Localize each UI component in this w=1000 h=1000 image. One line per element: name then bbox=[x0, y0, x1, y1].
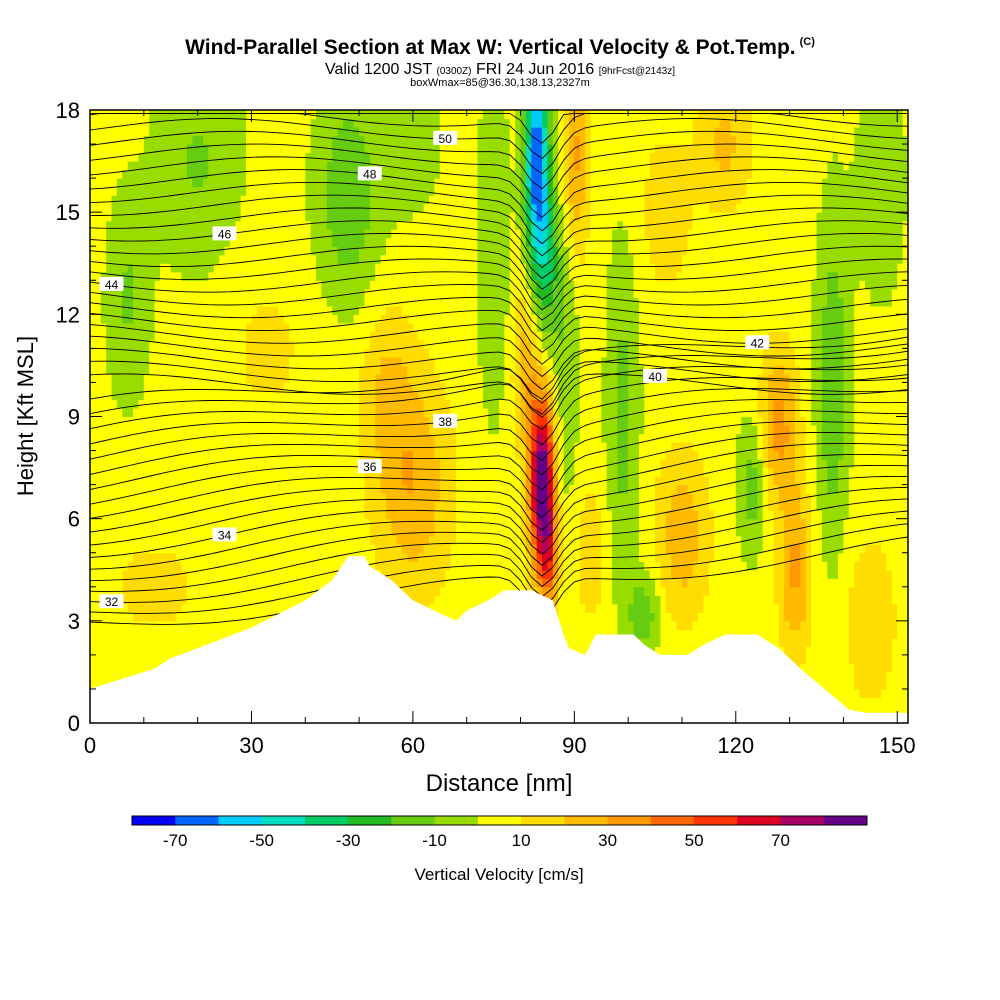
y-axis-label: Height [Kft MSL] bbox=[13, 336, 38, 496]
theta-contour bbox=[90, 498, 908, 592]
y-tick-label: 0 bbox=[68, 711, 80, 736]
terrain-mask bbox=[90, 556, 908, 723]
potential-temperature-contours: 32 34 36 38 40 42 44 46 48 50 bbox=[90, 112, 908, 625]
theta-contour-label: 38 bbox=[433, 413, 458, 429]
theta-contour bbox=[90, 194, 908, 257]
colorbar-swatch bbox=[434, 816, 479, 825]
theta-contour bbox=[90, 350, 908, 415]
colorbar-swatch bbox=[650, 816, 695, 825]
y-tick-label: 3 bbox=[68, 609, 80, 634]
colorbar-swatch bbox=[391, 816, 436, 825]
theta-contour-label: 32 bbox=[99, 594, 124, 609]
colorbar-swatch bbox=[304, 816, 349, 825]
y-tick-label: 12 bbox=[56, 302, 80, 327]
theta-contour bbox=[90, 360, 908, 404]
colorbar-swatch bbox=[823, 816, 868, 825]
colorbar-swatch bbox=[694, 816, 738, 825]
colorbar-swatch bbox=[780, 816, 825, 825]
colorbar-tick-label: 70 bbox=[771, 831, 790, 850]
theta-contour bbox=[90, 309, 908, 353]
theta-contour bbox=[90, 271, 908, 321]
colorbar-tick-label: -10 bbox=[422, 831, 447, 850]
y-tick-label: 6 bbox=[68, 507, 80, 532]
theta-contour bbox=[90, 486, 908, 581]
theta-contour bbox=[90, 510, 908, 603]
theta-contour bbox=[90, 143, 908, 204]
colorbar-tick-label: 30 bbox=[598, 831, 617, 850]
theta-contour-label: 44 bbox=[99, 276, 124, 292]
colorbar-swatch bbox=[261, 816, 306, 825]
theta-contour bbox=[90, 388, 908, 461]
theta-contour bbox=[90, 523, 908, 614]
theta-contour bbox=[90, 296, 908, 342]
theta-contour bbox=[90, 410, 908, 491]
theta-contour-label: 50 bbox=[433, 130, 458, 146]
colorbar: -70 -50 -30 -10 10 30 50 70 bbox=[131, 815, 868, 850]
theta-contour bbox=[90, 399, 908, 476]
colorbar-tick-label: 10 bbox=[512, 831, 531, 850]
theta-contour-label: 34 bbox=[212, 527, 237, 543]
theta-contour bbox=[90, 284, 908, 332]
theta-contour bbox=[90, 156, 908, 218]
colorbar-swatch bbox=[477, 816, 522, 825]
theta-contour bbox=[90, 347, 908, 391]
theta-contour-label: 48 bbox=[357, 166, 382, 181]
chart-subtitle: Valid 1200 JST (0300Z) FRI 24 Jun 2016 [… bbox=[325, 61, 675, 78]
theta-contour bbox=[90, 169, 908, 232]
theta-contour-label: 42 bbox=[745, 335, 770, 350]
colorbar-tick-label: 50 bbox=[685, 831, 704, 850]
colorbar-tick-label: -30 bbox=[336, 831, 361, 850]
x-tick-label: 0 bbox=[84, 733, 96, 758]
x-axis-label: Distance [nm] bbox=[426, 770, 573, 797]
chart-subtitle-detail: boxWmax=85@36.30,138.13,2327m bbox=[410, 77, 590, 89]
theta-contour bbox=[90, 373, 908, 418]
theta-contour bbox=[90, 475, 908, 570]
theta-contour-label: 36 bbox=[357, 459, 382, 474]
y-tick-label: 9 bbox=[68, 405, 80, 430]
x-tick-label: 90 bbox=[562, 733, 586, 758]
colorbar-swatch bbox=[348, 816, 392, 825]
x-tick-label: 60 bbox=[401, 733, 425, 758]
theta-contour bbox=[90, 233, 908, 290]
colorbar-swatch bbox=[607, 816, 652, 825]
theta-contour bbox=[90, 377, 908, 446]
colorbar-tick-label: -70 bbox=[163, 831, 188, 850]
theta-contour bbox=[90, 453, 908, 546]
colorbar-swatch bbox=[218, 816, 263, 825]
x-tick-label: 120 bbox=[717, 733, 754, 758]
theta-contour bbox=[90, 118, 908, 175]
theta-contour bbox=[90, 112, 908, 144]
theta-contour-label: 46 bbox=[212, 226, 237, 241]
theta-contour bbox=[90, 431, 908, 519]
theta-contour bbox=[90, 258, 908, 311]
theta-contour bbox=[90, 130, 908, 190]
colorbar-swatch bbox=[737, 816, 781, 825]
theta-contour bbox=[90, 245, 908, 301]
chart-title: Wind-Parallel Section at Max W: Vertical… bbox=[185, 36, 815, 59]
y-tick-label: 18 bbox=[56, 98, 80, 123]
theta-contour bbox=[90, 181, 908, 245]
colorbar-swatch bbox=[564, 816, 608, 825]
theta-contour bbox=[90, 536, 908, 625]
x-tick-label: 30 bbox=[239, 733, 263, 758]
theta-contour-label: 40 bbox=[643, 369, 668, 384]
theta-contour bbox=[90, 335, 908, 378]
theta-contour bbox=[90, 421, 908, 505]
theta-contour bbox=[90, 207, 908, 269]
theta-contour bbox=[90, 323, 908, 365]
y-tick-label: 15 bbox=[56, 200, 80, 225]
colorbar-swatch bbox=[132, 816, 176, 825]
colorbar-swatch bbox=[175, 816, 219, 825]
colorbar-tick-label: -50 bbox=[249, 831, 274, 850]
colorbar-swatch bbox=[521, 816, 565, 825]
theta-contour bbox=[90, 336, 908, 400]
x-tick-label: 150 bbox=[879, 733, 916, 758]
colorbar-label: Vertical Velocity [cm/s] bbox=[414, 865, 583, 884]
theta-contour bbox=[90, 442, 908, 533]
